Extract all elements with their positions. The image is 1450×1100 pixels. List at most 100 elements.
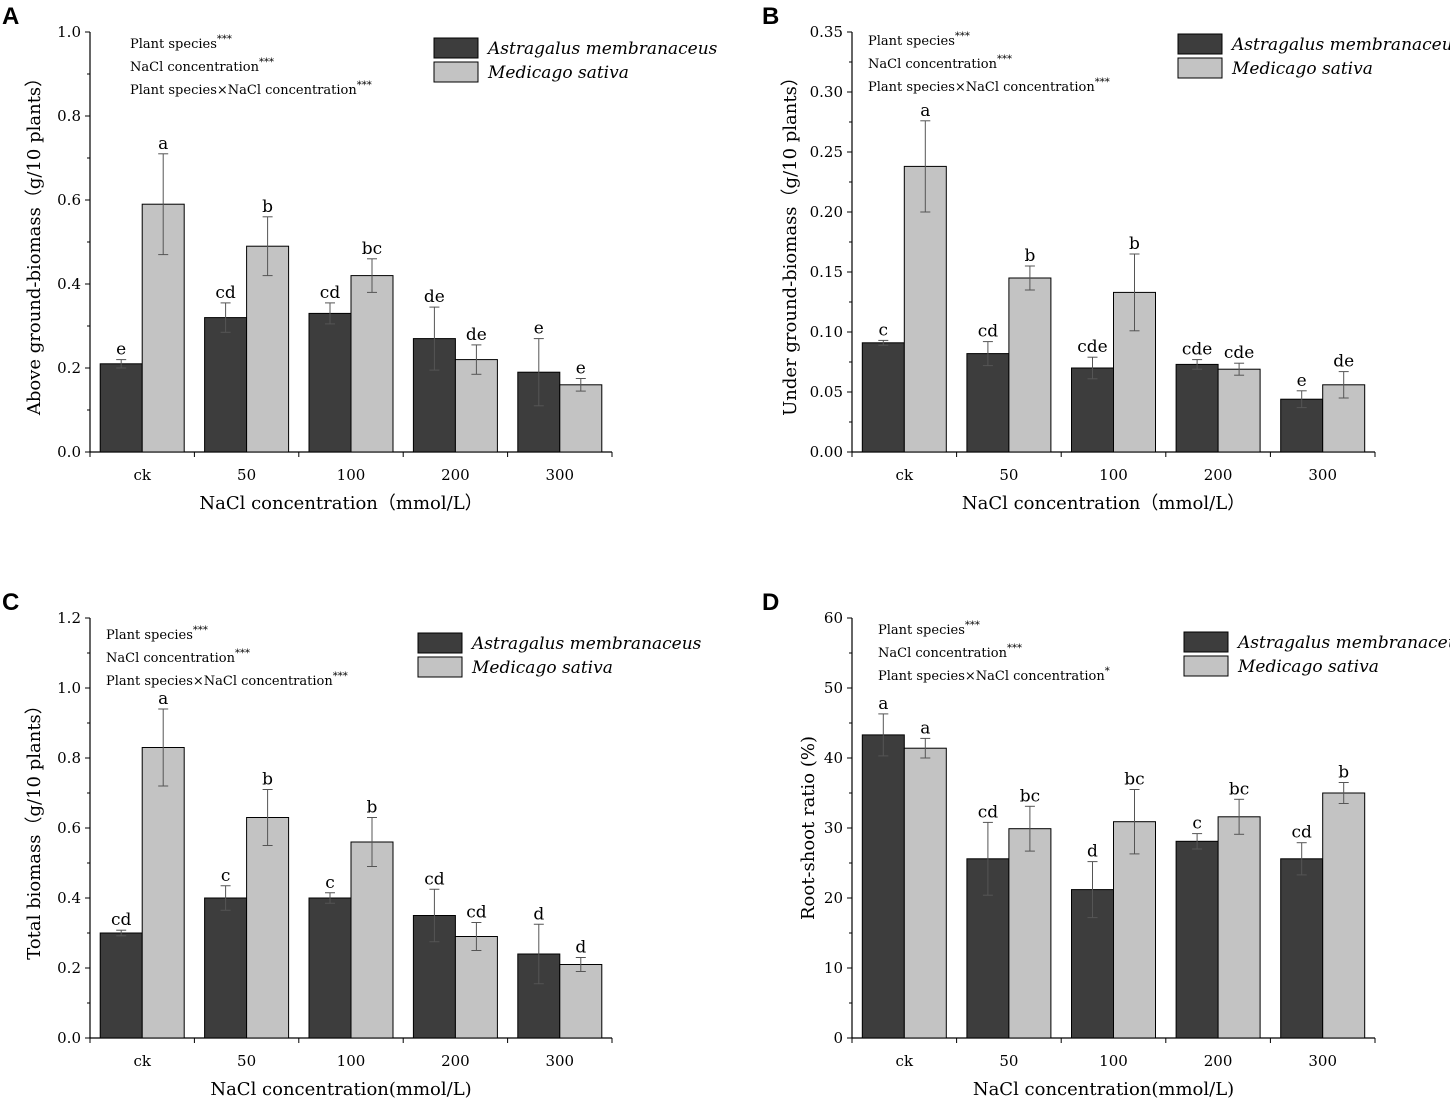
y-tick-label: 0.2 [57, 359, 81, 377]
significance-letter: e [1297, 371, 1307, 391]
y-axis-label: Under ground-biomass（g/10 plants） [780, 68, 801, 416]
y-tick-label: 1.0 [57, 23, 81, 41]
significance-letter: cd [466, 903, 487, 923]
significance-letter: de [466, 325, 487, 345]
significance-letter: cd [111, 910, 132, 930]
significance-letter: bc [1124, 770, 1144, 790]
legend-label: Medicago sativa [1231, 59, 1373, 79]
y-tick-label: 1.0 [57, 679, 81, 697]
y-tick-label: 0.25 [810, 143, 843, 161]
significance-letter: b [1338, 763, 1349, 783]
y-tick-label: 50 [824, 679, 843, 697]
stats-annotation: NaCl concentration*** [130, 57, 274, 75]
bar-astragalus-ck [99, 932, 143, 1039]
significance-letter: cde [1182, 340, 1212, 360]
significance-letter: de [1333, 352, 1354, 372]
panel-d-chart: 0 10 20 30 40 50 60 ck 50 100 200 300 a cd d c cd a bc bc bc… [798, 609, 1450, 1100]
stats-annotation: Plant species*** [868, 31, 970, 49]
legend-swatch-medicago [433, 61, 479, 83]
legend-label: Astragalus membranaceus [470, 634, 702, 654]
stats-annotation: Plant species×NaCl concentration*** [868, 77, 1110, 95]
bar-astragalus-200 [1175, 363, 1219, 453]
y-tick-label: 0.35 [810, 23, 843, 41]
x-axis-label: NaCl concentration(mmol/L) [210, 1079, 471, 1100]
bar-medicago-200 [454, 359, 498, 453]
x-axis-label: NaCl concentration（mmol/L） [962, 493, 1245, 514]
significance-letter: c [879, 320, 889, 340]
bar-astragalus-300 [1280, 858, 1324, 1039]
bar-astragalus-200 [1175, 840, 1219, 1039]
bar-medicago-300 [559, 384, 603, 453]
y-axis-label: Root-shoot ratio (%) [798, 736, 819, 920]
stats-annotation: Plant species×NaCl concentration*** [106, 671, 348, 689]
legend-label: Astragalus membranaceus [1236, 633, 1450, 653]
significance-letter: cd [215, 283, 236, 303]
bar-medicago-200 [454, 936, 498, 1039]
significance-letter: cd [320, 283, 341, 303]
panel-a-chart: 0.0 0.2 0.4 0.6 0.8 1.0 ck 50 100 200 300 e cd cd de e a… [24, 23, 718, 514]
bar-medicago-300 [1322, 792, 1366, 1039]
significance-letter: c [1192, 814, 1202, 834]
y-axis-label: Above ground-biomass（g/10 plants） [24, 69, 45, 416]
y-tick-label: 0.4 [57, 889, 81, 907]
bar-medicago-ck [903, 747, 947, 1039]
legend-swatch-astragalus [433, 37, 479, 59]
bar-astragalus-100 [308, 312, 352, 453]
bar-medicago-200 [1217, 816, 1261, 1039]
y-tick-label: 0.8 [57, 749, 81, 767]
legend-swatch-astragalus [1183, 631, 1229, 653]
x-tick-label: 200 [1204, 1052, 1233, 1070]
x-tick-label: ck [896, 466, 914, 484]
significance-letter: a [158, 134, 168, 154]
y-tick-label: 0.8 [57, 107, 81, 125]
significance-letter: d [1087, 842, 1098, 862]
bar-medicago-100 [350, 275, 394, 453]
y-axis-label: Total biomass（g/10 plants） [24, 696, 45, 960]
panel-letter-a: A [2, 3, 19, 30]
bar-astragalus-50 [966, 353, 1010, 453]
stats-annotation: NaCl concentration*** [878, 643, 1022, 661]
x-tick-label: ck [133, 466, 151, 484]
bar-medicago-200 [1217, 368, 1261, 453]
bar-astragalus-ck [861, 734, 905, 1039]
significance-letter: e [534, 319, 544, 339]
legend-swatch-astragalus [417, 632, 463, 654]
bar-astragalus-50 [204, 317, 248, 453]
stats-annotation: Plant species*** [878, 620, 980, 638]
significance-letter: bc [362, 239, 382, 259]
bar-medicago-100 [350, 841, 394, 1039]
significance-letter: d [575, 938, 586, 958]
stats-annotation: Plant species×NaCl concentration* [878, 666, 1110, 684]
y-tick-label: 1.2 [57, 609, 81, 627]
x-tick-label: 300 [1308, 466, 1337, 484]
legend-swatch-medicago [1177, 57, 1223, 79]
legend-label: Medicago sativa [1237, 657, 1379, 677]
y-tick-label: 10 [824, 959, 843, 977]
bar-astragalus-100 [1071, 367, 1114, 453]
x-tick-label: ck [896, 1052, 914, 1070]
bar-astragalus-100 [308, 897, 352, 1039]
significance-letter: e [116, 340, 126, 360]
x-tick-label: 300 [545, 1052, 574, 1070]
significance-letter: bc [1020, 786, 1040, 806]
y-tick-label: 20 [824, 889, 843, 907]
bar-astragalus-50 [204, 897, 248, 1039]
x-tick-label: 100 [1099, 1052, 1128, 1070]
bar-medicago-50 [246, 817, 290, 1039]
y-tick-label: 0.10 [810, 323, 843, 341]
y-tick-label: 40 [824, 749, 843, 767]
x-tick-label: 200 [1204, 466, 1233, 484]
x-axis-label: NaCl concentration（mmol/L） [199, 493, 482, 514]
x-tick-label: 200 [441, 466, 470, 484]
significance-letter: bc [1229, 779, 1249, 799]
significance-letter: a [920, 718, 930, 738]
legend-swatch-medicago [417, 656, 463, 678]
significance-letter: c [221, 866, 231, 886]
x-tick-label: 50 [999, 466, 1018, 484]
bar-medicago-50 [1008, 828, 1052, 1039]
y-tick-label: 0.0 [57, 1029, 81, 1047]
y-tick-label: 0.0 [57, 443, 81, 461]
stats-annotation: Plant species*** [106, 625, 208, 643]
significance-letter: cd [424, 869, 445, 889]
